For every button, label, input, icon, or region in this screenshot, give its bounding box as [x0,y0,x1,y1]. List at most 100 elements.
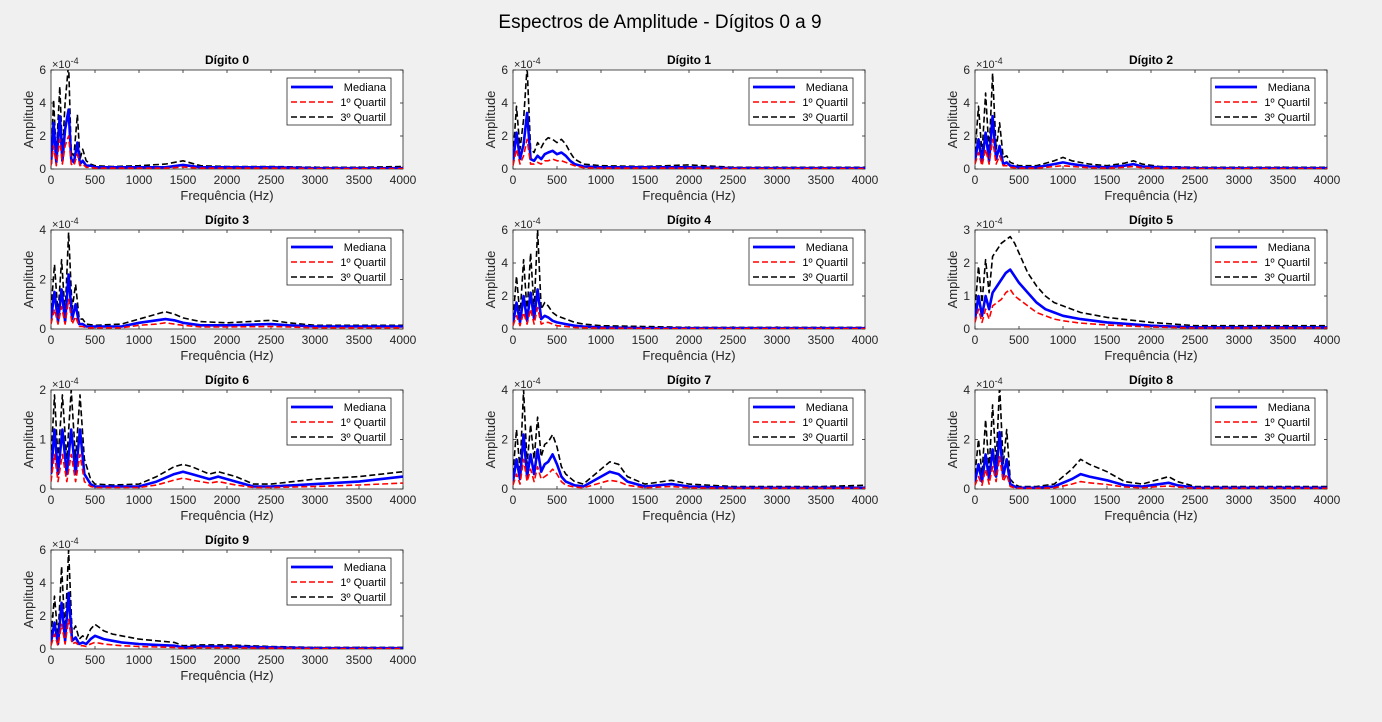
legend-entry: Mediana [1268,242,1311,254]
x-tick-label: 2000 [1138,173,1165,187]
x-tick-label: 1000 [126,333,153,347]
x-tick-label: 3500 [1270,493,1297,507]
y-tick-label: 2 [39,383,46,397]
x-tick-label: 3500 [1270,173,1297,187]
figure-title: Espectros de Amplitude - Dígitos 0 a 9 [498,12,821,33]
series-line-q1 [975,138,1327,169]
legend-entry: 3º Quartil [340,272,386,284]
y-axis-label: Amplitude [21,251,36,309]
x-axis-label: Frequência (Hz) [180,188,273,203]
x-tick-label: 4000 [1314,173,1341,187]
legend-entry: Mediana [806,242,849,254]
x-tick-label: 2500 [720,333,747,347]
y-tick-label: 0 [501,322,508,336]
exponent-power: -4 [71,216,79,226]
y-tick-label: 6 [39,543,46,557]
legend-entry: 1º Quartil [340,577,386,589]
subplot-title: Dígito 0 [205,53,249,67]
x-tick-label: 1500 [170,333,197,347]
x-tick-label: 1000 [588,173,615,187]
legend: Mediana 1º Quartil 3º Quartil [1210,397,1316,446]
series-line-q1 [51,453,403,489]
subplot-9: Dígito 9 0 500 1000 1500 2000 2500 3000 3500 4000… [21,533,417,683]
y-tick-label: 4 [39,96,46,110]
legend-entry: 1º Quartil [1264,417,1310,429]
x-tick-label: 1500 [170,653,197,667]
subplot-title: Dígito 4 [667,213,711,227]
subplot-title: Dígito 9 [205,533,249,547]
y-tick-label: 4 [963,96,970,110]
x-tick-label: 3500 [346,653,373,667]
y-tick-label: 2 [501,433,508,447]
x-axis-label: Frequência (Hz) [642,508,735,523]
series-line-q3 [513,70,865,169]
x-tick-label: 0 [510,173,517,187]
x-tick-label: 1000 [588,493,615,507]
x-tick-label: 2500 [1182,333,1209,347]
legend-entry: 1º Quartil [802,97,848,109]
x-tick-label: 0 [48,653,55,667]
series-line-q1 [51,618,403,649]
y-tick-label: 2 [963,256,970,270]
x-axis-label: Frequência (Hz) [642,188,735,203]
y-tick-label: 2 [39,609,46,623]
legend-entry: 3º Quartil [1264,432,1310,444]
legend: Mediana 1º Quartil 3º Quartil [1210,77,1316,126]
exponent-power: -4 [71,376,79,386]
legend-entry: Mediana [344,562,387,574]
x-tick-label: 2000 [214,333,241,347]
y-tick-label: 4 [501,383,508,397]
legend-entry: 3º Quartil [802,272,848,284]
exponent-base: ×10 [52,379,71,391]
y-axis-label: Amplitude [945,251,960,309]
x-tick-label: 4000 [390,173,417,187]
exponent-power: -4 [995,216,1003,226]
x-tick-label: 1000 [126,173,153,187]
x-tick-label: 500 [1009,173,1029,187]
x-tick-label: 0 [510,333,517,347]
x-tick-label: 2500 [258,493,285,507]
series-line-mediana [513,433,865,489]
x-tick-label: 4000 [1314,493,1341,507]
x-tick-label: 3500 [346,333,373,347]
x-tick-label: 2500 [720,173,747,187]
legend-entry: 1º Quartil [340,257,386,269]
subplot-title: Dígito 7 [667,373,711,387]
y-tick-label: 0 [963,482,970,496]
y-tick-label: 1 [963,289,970,303]
y-axis-label: Amplitude [945,411,960,469]
legend-entry: 3º Quartil [340,592,386,604]
x-tick-label: 2000 [1138,493,1165,507]
series-line-q3 [51,390,403,486]
legend-entry: Mediana [806,82,849,94]
series-line-q1 [51,135,403,169]
x-axis-label: Frequência (Hz) [1104,188,1197,203]
legend-entry: 3º Quartil [340,112,386,124]
subplot-4: Dígito 4 0 500 1000 1500 2000 2500 3000 3500 4000… [483,213,879,363]
exponent-power: -4 [995,56,1003,66]
x-tick-label: 1000 [126,493,153,507]
y-tick-label: 0 [963,322,970,336]
x-tick-label: 2500 [720,493,747,507]
x-axis-label: Frequência (Hz) [180,508,273,523]
x-tick-label: 2500 [258,653,285,667]
legend-entry: 1º Quartil [340,417,386,429]
x-tick-label: 500 [547,493,567,507]
x-tick-label: 500 [85,493,105,507]
x-tick-label: 3500 [346,173,373,187]
exponent-label: ×10-4 [514,376,541,391]
x-axis-label: Frequência (Hz) [180,668,273,683]
x-tick-label: 1000 [1050,333,1077,347]
series-line-mediana [975,114,1327,169]
legend: Mediana 1º Quartil 3º Quartil [286,397,392,446]
series-line-q1 [513,306,865,329]
exponent-base: ×10 [514,379,533,391]
series-line-mediana [975,268,1327,329]
x-tick-label: 0 [48,493,55,507]
x-tick-label: 2000 [214,173,241,187]
x-tick-label: 3000 [764,173,791,187]
legend-entry: 3º Quartil [802,112,848,124]
series-line-mediana [975,430,1327,489]
x-tick-label: 500 [547,173,567,187]
